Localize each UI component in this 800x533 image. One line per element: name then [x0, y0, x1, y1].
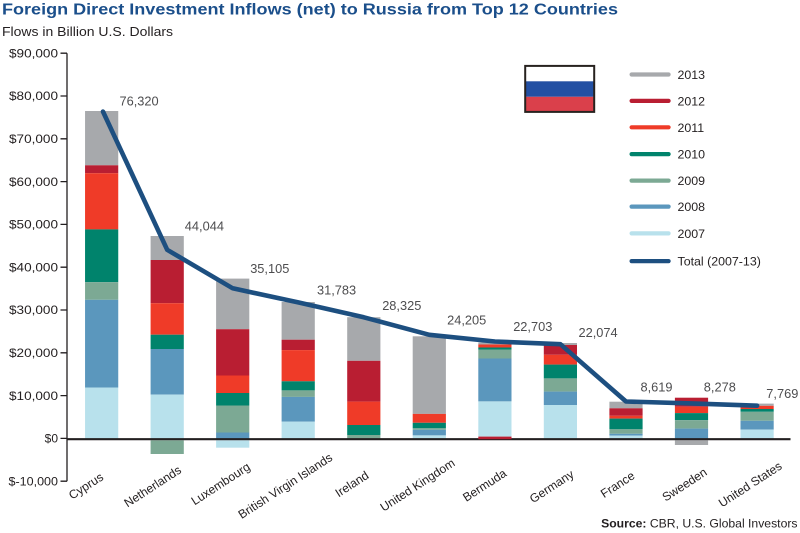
svg-text:35,105: 35,105 — [250, 261, 289, 276]
svg-text:2013: 2013 — [678, 68, 706, 82]
svg-text:2010: 2010 — [678, 148, 706, 162]
svg-text:$10,000: $10,000 — [9, 389, 58, 403]
svg-text:2009: 2009 — [678, 174, 706, 188]
svg-text:31,783: 31,783 — [317, 282, 356, 297]
svg-text:44,044: 44,044 — [185, 219, 224, 234]
svg-text:76,320: 76,320 — [120, 94, 159, 109]
svg-text:22,074: 22,074 — [579, 325, 618, 340]
svg-text:22,703: 22,703 — [513, 319, 552, 334]
svg-text:$60,000: $60,000 — [9, 175, 58, 189]
svg-text:$-10,000: $-10,000 — [9, 474, 59, 488]
svg-text:$80,000: $80,000 — [9, 89, 58, 103]
svg-text:2012: 2012 — [678, 94, 706, 108]
svg-text:2008: 2008 — [678, 200, 706, 214]
svg-text:Flows in Billion U.S. Dollars: Flows in Billion U.S. Dollars — [2, 24, 173, 39]
svg-text:$90,000: $90,000 — [9, 46, 58, 60]
svg-text:$0: $0 — [45, 432, 59, 446]
svg-text:2007: 2007 — [678, 227, 706, 241]
svg-text:7,769: 7,769 — [766, 386, 798, 401]
svg-text:28,325: 28,325 — [382, 298, 421, 313]
svg-text:8,278: 8,278 — [704, 379, 736, 394]
svg-text:$50,000: $50,000 — [9, 218, 58, 232]
svg-text:$40,000: $40,000 — [9, 260, 58, 274]
svg-text:Foreign Direct Investment Infl: Foreign Direct Investment Inflows (net) … — [2, 2, 618, 19]
svg-text:$70,000: $70,000 — [9, 132, 58, 146]
svg-text:Source: CBR, U.S. Global Inves: Source: CBR, U.S. Global Investors — [601, 517, 797, 531]
svg-text:$20,000: $20,000 — [9, 346, 58, 360]
svg-text:24,205: 24,205 — [447, 313, 486, 328]
svg-text:2011: 2011 — [678, 121, 705, 135]
svg-text:Total (2007-13): Total (2007-13) — [678, 255, 761, 269]
svg-text:$30,000: $30,000 — [9, 303, 58, 317]
svg-text:8,619: 8,619 — [641, 379, 673, 394]
